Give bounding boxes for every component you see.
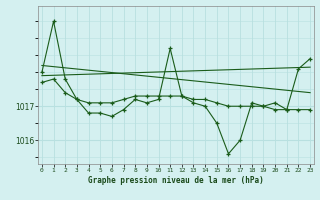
X-axis label: Graphe pression niveau de la mer (hPa): Graphe pression niveau de la mer (hPa) <box>88 176 264 185</box>
